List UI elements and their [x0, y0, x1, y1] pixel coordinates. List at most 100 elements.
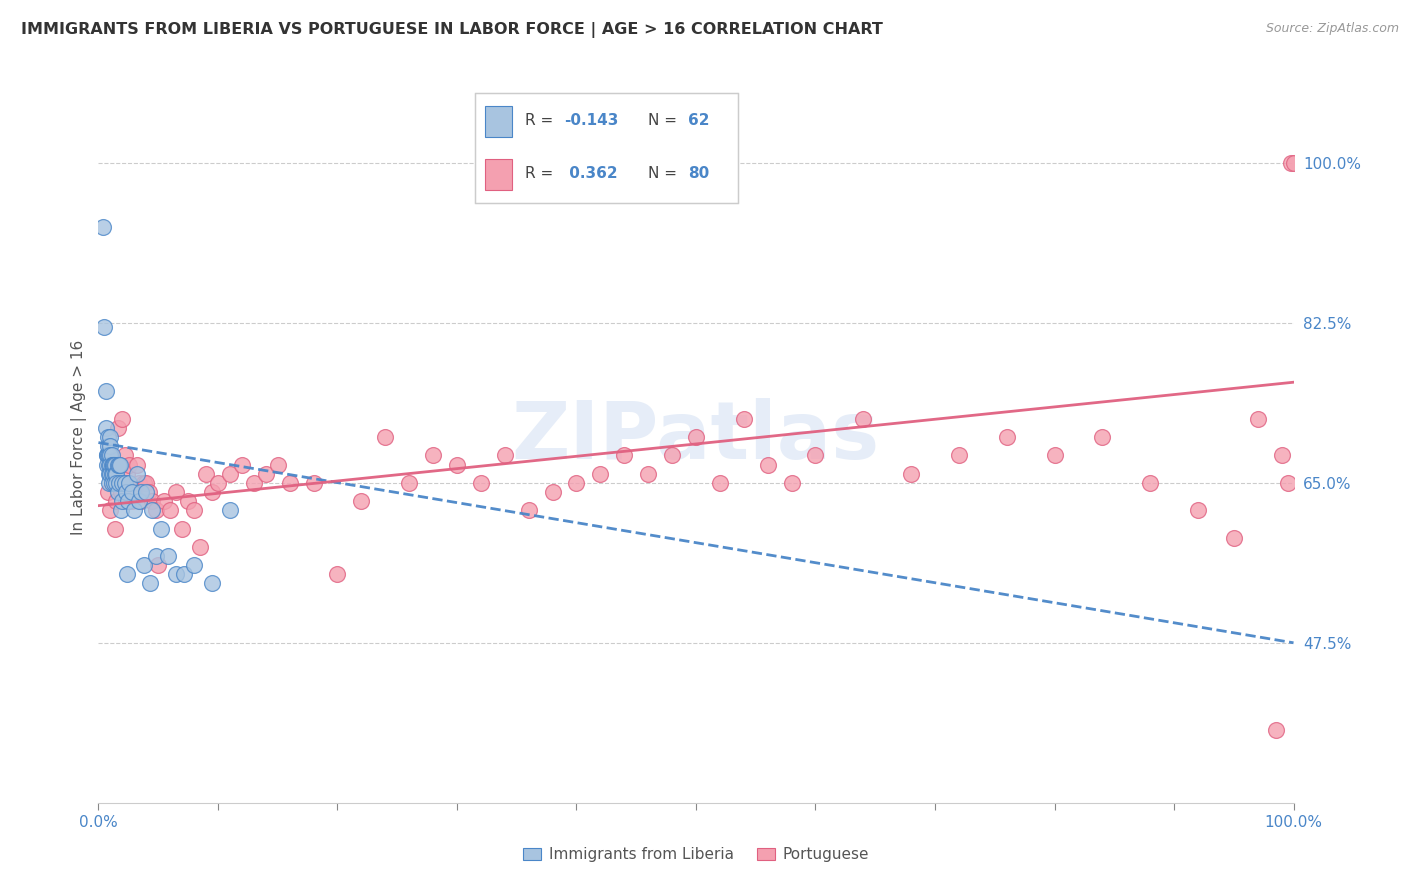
- Immigrants from Liberia: [96, 448, 118, 462]
- Immigrants from Liberia: [110, 503, 132, 517]
- Immigrants from Liberia: [201, 576, 224, 591]
- Immigrants from Liberia: [98, 475, 121, 490]
- Immigrants from Liberia: [98, 439, 122, 453]
- Portuguese: [1043, 448, 1066, 462]
- Text: Source: ZipAtlas.com: Source: ZipAtlas.com: [1265, 22, 1399, 36]
- Portuguese: [118, 458, 141, 472]
- Portuguese: [661, 448, 683, 462]
- Immigrants from Liberia: [101, 458, 124, 472]
- Portuguese: [780, 475, 803, 490]
- Portuguese: [278, 475, 301, 490]
- Portuguese: [470, 475, 492, 490]
- Immigrants from Liberia: [98, 448, 121, 462]
- Portuguese: [1282, 155, 1305, 169]
- Portuguese: [111, 412, 134, 426]
- Portuguese: [128, 475, 150, 490]
- Immigrants from Liberia: [107, 475, 129, 490]
- Immigrants from Liberia: [111, 475, 134, 490]
- Immigrants from Liberia: [101, 458, 124, 472]
- Immigrants from Liberia: [135, 485, 157, 500]
- Portuguese: [804, 448, 827, 462]
- Portuguese: [121, 494, 143, 508]
- Portuguese: [995, 430, 1018, 444]
- Portuguese: [350, 494, 373, 508]
- Portuguese: [326, 567, 349, 582]
- Portuguese: [125, 458, 148, 472]
- Portuguese: [709, 475, 731, 490]
- Legend: Immigrants from Liberia, Portuguese: Immigrants from Liberia, Portuguese: [516, 841, 876, 868]
- Portuguese: [104, 521, 127, 535]
- Portuguese: [145, 503, 167, 517]
- Portuguese: [637, 467, 659, 481]
- Portuguese: [1264, 723, 1286, 737]
- Portuguese: [1279, 155, 1302, 169]
- Immigrants from Liberia: [98, 458, 122, 472]
- Portuguese: [398, 475, 420, 490]
- Portuguese: [110, 485, 132, 500]
- Immigrants from Liberia: [165, 567, 187, 582]
- Portuguese: [267, 458, 290, 472]
- Portuguese: [153, 494, 176, 508]
- Portuguese: [422, 448, 444, 462]
- Portuguese: [565, 475, 588, 490]
- Y-axis label: In Labor Force | Age > 16: In Labor Force | Age > 16: [72, 340, 87, 534]
- Portuguese: [115, 494, 138, 508]
- Immigrants from Liberia: [98, 467, 122, 481]
- Portuguese: [1139, 475, 1161, 490]
- Immigrants from Liberia: [139, 576, 162, 591]
- Portuguese: [165, 485, 187, 500]
- Portuguese: [207, 475, 229, 490]
- Immigrants from Liberia: [115, 567, 138, 582]
- Immigrants from Liberia: [115, 485, 138, 500]
- Immigrants from Liberia: [105, 467, 128, 481]
- Immigrants from Liberia: [96, 458, 118, 472]
- Portuguese: [756, 458, 779, 472]
- Immigrants from Liberia: [132, 558, 155, 573]
- Portuguese: [1277, 475, 1299, 490]
- Immigrants from Liberia: [103, 458, 125, 472]
- Immigrants from Liberia: [97, 448, 120, 462]
- Immigrants from Liberia: [124, 503, 146, 517]
- Portuguese: [124, 485, 146, 500]
- Portuguese: [219, 467, 242, 481]
- Portuguese: [1223, 531, 1246, 545]
- Portuguese: [105, 494, 128, 508]
- Portuguese: [107, 421, 129, 435]
- Portuguese: [302, 475, 325, 490]
- Immigrants from Liberia: [98, 448, 122, 462]
- Portuguese: [141, 494, 163, 508]
- Portuguese: [900, 467, 922, 481]
- Text: IMMIGRANTS FROM LIBERIA VS PORTUGUESE IN LABOR FORCE | AGE > 16 CORRELATION CHAR: IMMIGRANTS FROM LIBERIA VS PORTUGUESE IN…: [21, 22, 883, 38]
- Immigrants from Liberia: [125, 467, 148, 481]
- Immigrants from Liberia: [219, 503, 242, 517]
- Immigrants from Liberia: [145, 549, 167, 563]
- Immigrants from Liberia: [100, 448, 122, 462]
- Portuguese: [613, 448, 636, 462]
- Portuguese: [183, 503, 205, 517]
- Portuguese: [243, 475, 266, 490]
- Immigrants from Liberia: [94, 384, 117, 399]
- Portuguese: [188, 540, 211, 554]
- Portuguese: [138, 485, 160, 500]
- Portuguese: [733, 412, 755, 426]
- Portuguese: [101, 458, 124, 472]
- Immigrants from Liberia: [91, 219, 114, 234]
- Portuguese: [195, 467, 218, 481]
- Portuguese: [1247, 412, 1270, 426]
- Portuguese: [98, 503, 122, 517]
- Immigrants from Liberia: [118, 475, 141, 490]
- Immigrants from Liberia: [128, 494, 150, 508]
- Portuguese: [114, 448, 136, 462]
- Immigrants from Liberia: [141, 503, 163, 517]
- Immigrants from Liberia: [97, 439, 120, 453]
- Immigrants from Liberia: [105, 475, 128, 490]
- Immigrants from Liberia: [107, 458, 129, 472]
- Immigrants from Liberia: [101, 467, 124, 481]
- Immigrants from Liberia: [107, 485, 129, 500]
- Portuguese: [446, 458, 468, 472]
- Immigrants from Liberia: [97, 430, 120, 444]
- Immigrants from Liberia: [183, 558, 205, 573]
- Portuguese: [135, 475, 157, 490]
- Portuguese: [1187, 503, 1209, 517]
- Portuguese: [177, 494, 200, 508]
